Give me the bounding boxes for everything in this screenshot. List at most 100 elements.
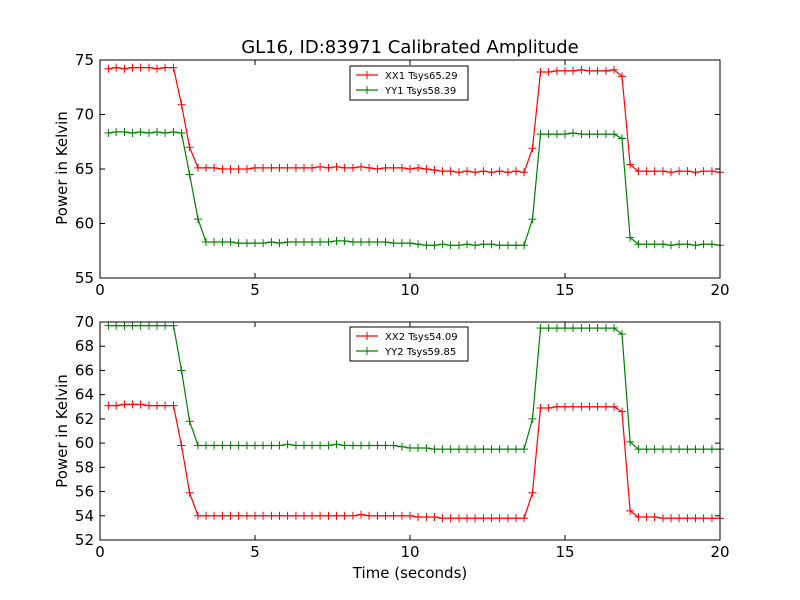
data-point xyxy=(275,239,284,248)
data-point xyxy=(226,165,235,173)
data-point xyxy=(144,63,153,72)
y-tick-label: 62 xyxy=(75,410,94,428)
data-point xyxy=(299,163,308,172)
data-point xyxy=(373,238,382,247)
data-point xyxy=(471,168,480,177)
data-point xyxy=(634,445,643,454)
data-point xyxy=(193,163,202,172)
data-point xyxy=(577,130,586,139)
y-tick-label: 68 xyxy=(75,337,94,355)
data-point xyxy=(185,488,194,497)
data-point xyxy=(144,401,153,410)
data-point xyxy=(251,441,259,450)
data-point xyxy=(365,238,374,247)
data-point xyxy=(136,400,145,409)
data-point xyxy=(291,163,300,172)
data-point xyxy=(422,512,431,521)
legend-marker xyxy=(363,86,371,94)
data-point xyxy=(585,130,594,139)
data-point xyxy=(308,238,317,247)
data-point xyxy=(438,167,447,176)
data-point xyxy=(495,241,504,250)
data-point xyxy=(120,321,129,330)
data-point xyxy=(552,130,561,139)
data-point xyxy=(471,445,480,454)
data-point xyxy=(251,239,259,248)
data-point xyxy=(650,167,659,176)
data-point xyxy=(120,127,129,136)
y-axis-label-bottom: Power in Kelvin xyxy=(53,374,71,488)
data-point xyxy=(324,163,333,172)
data-point xyxy=(642,240,651,249)
data-point xyxy=(561,402,569,411)
data-point xyxy=(463,240,472,249)
data-point xyxy=(528,488,537,497)
data-point xyxy=(626,160,635,169)
data-point xyxy=(291,511,300,520)
data-point xyxy=(699,445,708,454)
data-point xyxy=(667,514,676,523)
data-point xyxy=(242,239,251,248)
data-point xyxy=(569,402,578,411)
data-point xyxy=(438,240,447,249)
data-point xyxy=(234,441,243,450)
data-point xyxy=(120,400,129,409)
data-point xyxy=(593,130,602,139)
series-line-1-2 xyxy=(108,131,721,246)
data-point xyxy=(446,514,455,523)
data-point xyxy=(332,162,341,171)
data-point xyxy=(414,512,423,521)
data-point xyxy=(308,441,317,450)
data-point xyxy=(210,163,219,172)
data-point xyxy=(332,511,341,520)
data-point xyxy=(609,130,618,139)
data-point xyxy=(642,512,651,521)
data-point xyxy=(112,321,121,330)
data-point xyxy=(495,445,504,454)
data-point xyxy=(707,514,716,523)
y-tick-label: 60 xyxy=(75,434,94,452)
data-point xyxy=(520,168,529,177)
data-point xyxy=(259,441,268,450)
data-point xyxy=(454,445,463,454)
data-point xyxy=(561,130,569,139)
data-point xyxy=(128,400,137,409)
data-point xyxy=(691,514,700,523)
data-point xyxy=(503,445,512,454)
legend-label: XX2 Tsys54.09 xyxy=(385,332,458,343)
data-point xyxy=(446,241,455,250)
data-point xyxy=(348,511,357,520)
data-point xyxy=(283,440,292,449)
data-point xyxy=(397,239,406,248)
data-point xyxy=(528,215,537,224)
data-point xyxy=(397,163,406,172)
y-tick-label: 56 xyxy=(75,483,94,501)
data-point xyxy=(699,240,708,249)
data-point xyxy=(299,441,308,450)
data-point xyxy=(512,514,521,523)
data-point xyxy=(634,512,643,521)
data-point xyxy=(259,511,268,520)
data-point xyxy=(552,402,561,411)
data-point xyxy=(650,512,659,521)
data-point xyxy=(626,233,635,242)
data-point xyxy=(316,511,325,520)
legend-marker xyxy=(363,71,371,79)
data-point xyxy=(569,324,578,333)
data-point xyxy=(177,100,186,109)
y-tick-label: 52 xyxy=(75,531,94,549)
data-point xyxy=(267,163,276,172)
data-point xyxy=(348,163,357,172)
data-point xyxy=(242,441,251,450)
data-point xyxy=(691,241,700,250)
data-point xyxy=(340,441,349,450)
data-point xyxy=(406,239,414,248)
series-line-1-1 xyxy=(108,66,721,173)
data-point xyxy=(707,445,716,454)
data-point xyxy=(234,511,243,520)
x-tick-label: 0 xyxy=(95,543,105,561)
chart-title: GL16, ID:83971 Calibrated Amplitude xyxy=(241,37,579,58)
plot-panel-2: 0 5 10 15 20 52 54 56 58 60 62 64 66 68 70 XX2 Tsys54.0… xyxy=(75,313,730,561)
data-point xyxy=(438,514,447,523)
data-point xyxy=(275,163,284,172)
